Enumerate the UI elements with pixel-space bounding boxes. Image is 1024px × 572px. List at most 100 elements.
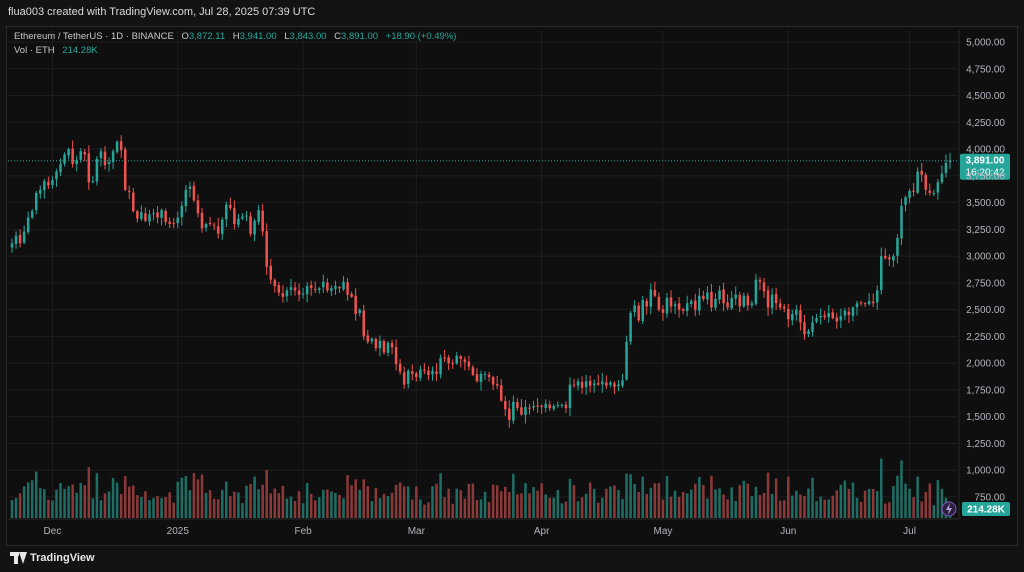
chart-panel[interactable]: [6, 26, 1018, 546]
y-tick-label: 4,750.00: [966, 64, 1005, 75]
candle-body: [596, 383, 600, 385]
volume-bar: [689, 489, 693, 518]
candle-body: [127, 190, 131, 192]
candle-body: [665, 297, 669, 314]
volume-bar: [592, 488, 596, 518]
volume-bar: [770, 494, 774, 518]
candle-body: [318, 288, 321, 290]
candle-body: [35, 192, 38, 211]
candle-body: [722, 289, 725, 304]
volume-bar: [415, 486, 418, 518]
candle-body: [293, 287, 297, 291]
volume-bar: [685, 493, 689, 518]
candle-body: [601, 381, 604, 385]
candle-body: [172, 223, 175, 225]
volume-bar: [823, 499, 826, 518]
candle-body: [330, 288, 333, 291]
candle-body: [750, 303, 754, 306]
candle-body: [847, 311, 851, 315]
candle-body: [10, 243, 14, 248]
volume-bar: [233, 491, 236, 518]
candle-body: [152, 213, 155, 215]
volume-bar: [285, 498, 289, 518]
candle-body: [184, 189, 188, 206]
volume-bar: [394, 484, 398, 518]
volume-bar: [313, 500, 317, 518]
candle-body: [884, 255, 887, 259]
tradingview-logo[interactable]: TradingView: [10, 552, 95, 564]
candle-body: [920, 170, 923, 175]
candle-body: [196, 200, 200, 214]
tradingview-logo-icon: [10, 552, 27, 564]
candle-body: [908, 190, 911, 198]
candle-body: [435, 371, 438, 374]
volume-bar: [386, 495, 390, 518]
candle-body: [536, 405, 539, 407]
candle-body: [677, 303, 681, 310]
volume-bar: [629, 474, 632, 518]
volume-bar: [867, 488, 871, 518]
candle-body: [649, 289, 653, 307]
y-tick-label: 4,000.00: [966, 145, 1005, 156]
volume-bar: [795, 490, 798, 518]
volume-bar: [26, 482, 30, 518]
candlesticks: [10, 135, 952, 428]
candle-body: [762, 282, 766, 292]
volume-bar: [140, 497, 143, 518]
volume-bar: [196, 479, 200, 518]
candle-body: [402, 372, 406, 385]
candle-body: [875, 290, 879, 303]
candle-body: [233, 208, 236, 224]
volume-bar: [127, 486, 131, 518]
volume-bar: [827, 499, 830, 518]
volume-bar: [358, 489, 361, 518]
volume-bar: [677, 496, 681, 518]
volume-bar: [734, 501, 737, 518]
candle-body: [827, 312, 830, 318]
candle-body: [702, 295, 705, 299]
volume-value: 214.28K: [62, 45, 98, 56]
candle-body: [115, 141, 119, 152]
volume-bar: [645, 493, 649, 518]
candle-body: [188, 186, 192, 189]
low-value: 3,843.00: [289, 31, 327, 42]
volume-bar: [803, 496, 806, 518]
volume-bar: [932, 505, 936, 518]
candle-body: [673, 304, 677, 306]
candle-body: [326, 282, 329, 291]
candle-body: [107, 161, 111, 165]
header-text: flua003 created with TradingView.com, Ju…: [8, 6, 316, 18]
volume-bar: [694, 483, 697, 518]
volume-bar: [791, 495, 794, 518]
volume-bar: [59, 483, 62, 518]
volume-bar: [188, 490, 192, 518]
candle-body: [544, 403, 547, 408]
candle-body: [568, 384, 572, 408]
candle-body: [83, 151, 87, 155]
candle-body: [200, 212, 204, 229]
volume-bar: [390, 492, 394, 518]
volume-bar: [309, 493, 313, 518]
volume-bar: [362, 479, 366, 518]
volume-bar: [584, 493, 588, 518]
candle-body: [237, 218, 240, 225]
volume-bar: [807, 488, 810, 518]
lightning-bolt-icon: [946, 503, 952, 515]
candle-body: [39, 189, 42, 194]
y-tick-label: 4,500.00: [966, 91, 1005, 102]
candle-body: [867, 301, 871, 305]
volume-bar: [815, 501, 818, 518]
candle-body: [471, 367, 475, 375]
y-tick-label: 3,750.00: [966, 171, 1005, 182]
volume-bar: [237, 492, 240, 518]
volume-bar: [297, 491, 301, 518]
candle-body: [576, 381, 580, 386]
candle-body: [370, 338, 374, 342]
candle-body: [605, 382, 608, 386]
volume-bar: [14, 498, 18, 518]
volume-bar: [338, 494, 341, 518]
volume-bar: [782, 500, 786, 518]
y-tick-label: 1,750.00: [966, 385, 1005, 396]
candle-body: [390, 343, 394, 348]
